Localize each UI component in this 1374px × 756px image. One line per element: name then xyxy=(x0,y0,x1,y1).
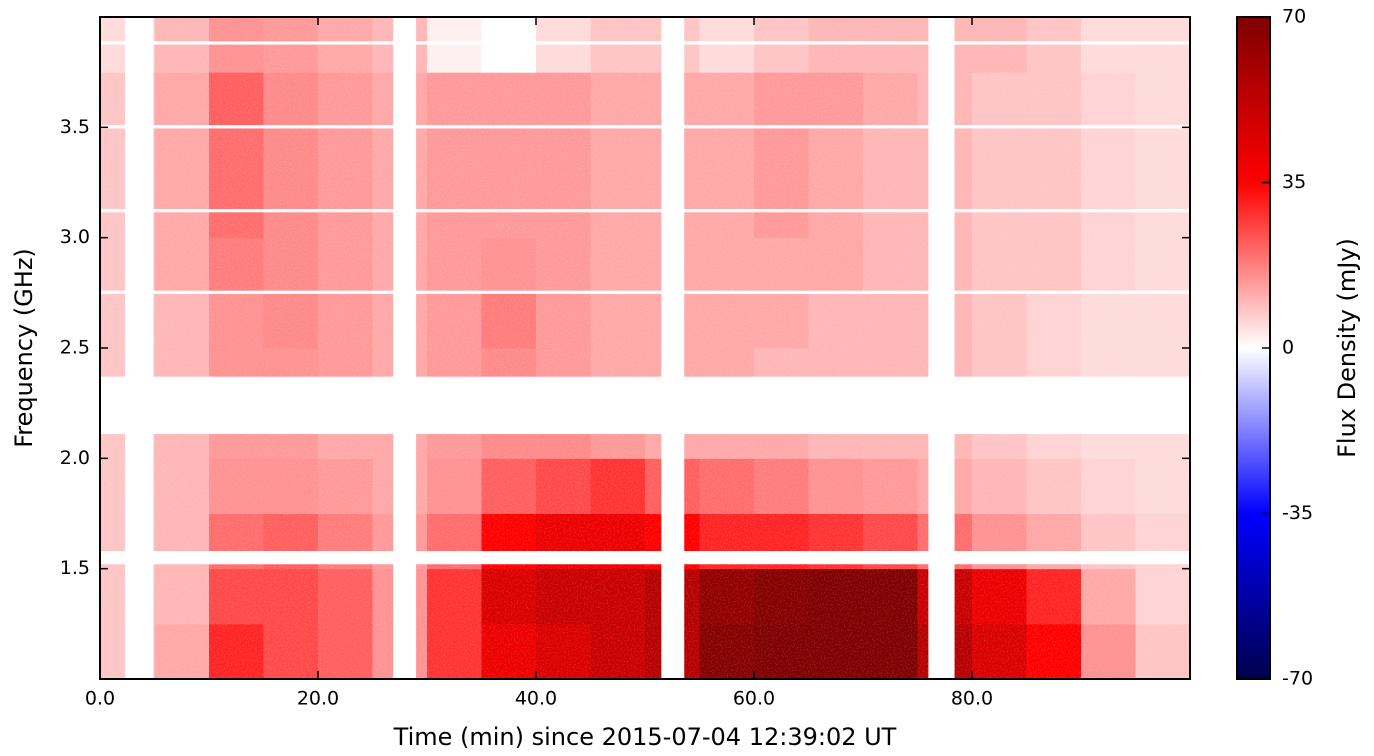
colorbar-label: Flux Density (mJy) xyxy=(1333,238,1361,458)
x-tick-label: 40.0 xyxy=(515,688,557,710)
freq-gap xyxy=(100,290,1190,294)
ticks: 0.0 20.0 40.0 60.0 80.0 1.5 2.0 2.5 3.0 3.5 -70 -35… xyxy=(60,6,1313,710)
time-gap xyxy=(393,17,417,679)
x-tick-label: 60.0 xyxy=(733,688,775,710)
colorbar-tick-label: 0 xyxy=(1282,337,1294,359)
colorbar-tick-label: -35 xyxy=(1282,502,1313,524)
colorbar-tick-label: -70 xyxy=(1282,668,1313,690)
y-tick-label: 2.5 xyxy=(60,337,90,359)
x-tick-label: 20.0 xyxy=(297,688,339,710)
y-tick-label: 1.5 xyxy=(60,557,90,579)
y-tick-label: 2.0 xyxy=(60,447,90,469)
freq-gap xyxy=(100,551,1190,565)
colorbar-tick-label: 70 xyxy=(1282,6,1306,28)
x-tick-label: 80.0 xyxy=(951,688,993,710)
texture xyxy=(100,17,1190,679)
freq-gap xyxy=(100,208,1190,213)
freq-gap xyxy=(100,41,1190,45)
masks xyxy=(100,17,1190,679)
freq-gap xyxy=(100,125,1190,129)
time-gap xyxy=(928,17,955,679)
y-tick-label: 3.5 xyxy=(60,116,90,138)
time-gap xyxy=(125,17,154,679)
y-axis-label: Frequency (GHz) xyxy=(10,248,38,448)
colorbar-tick-label: 35 xyxy=(1282,171,1306,193)
x-tick-label: 0.0 xyxy=(85,688,115,710)
y-tick-label: 3.0 xyxy=(60,226,90,248)
time-gap xyxy=(661,17,685,679)
x-axis-label: Time (min) since 2015-07-04 12:39:02 UT xyxy=(393,723,897,751)
freq-gap xyxy=(100,376,1190,435)
